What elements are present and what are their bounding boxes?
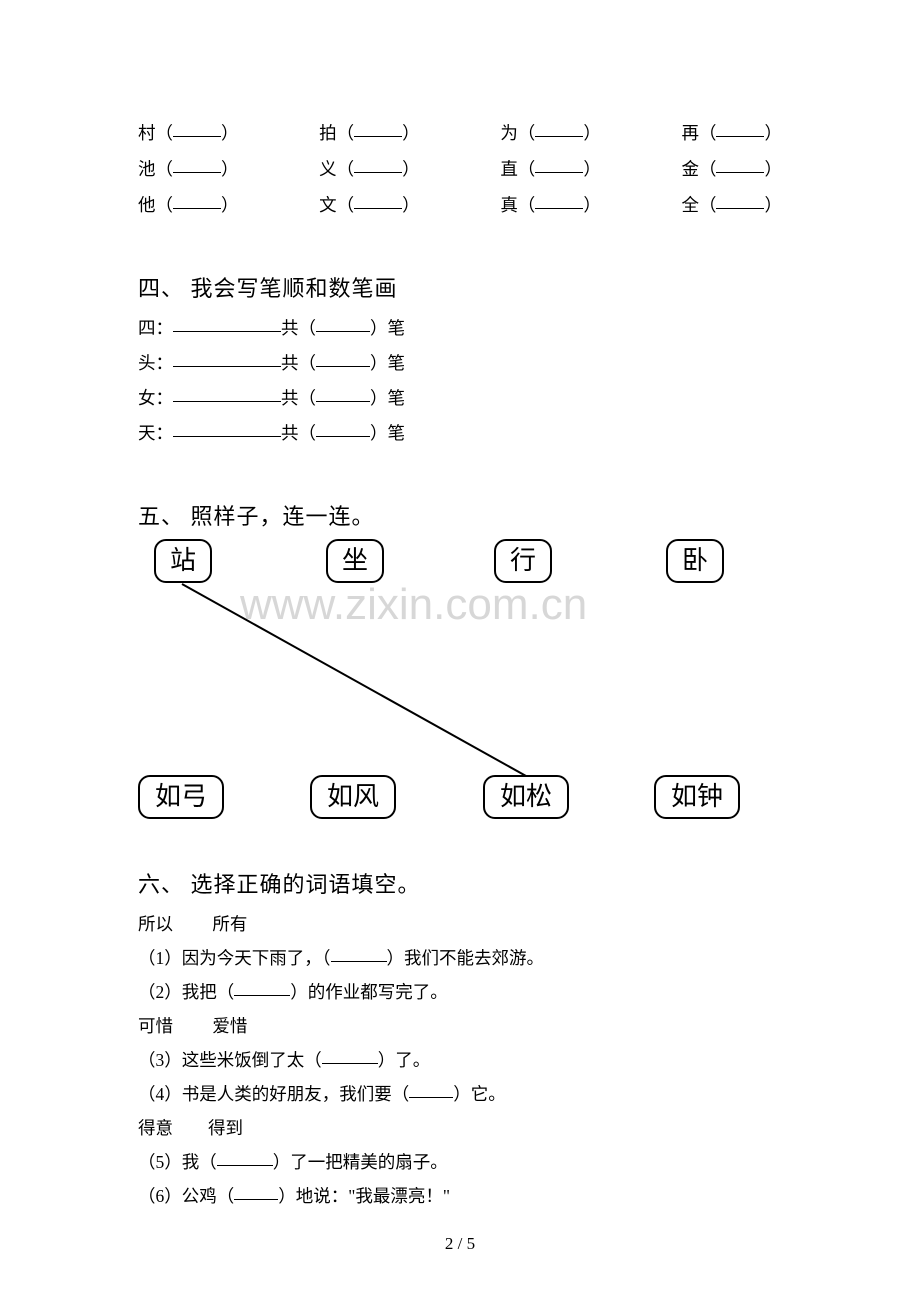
fill-blank: [322, 1048, 378, 1064]
stroke-blank: [173, 421, 281, 437]
stroke-line: 女：共（）笔: [138, 381, 782, 416]
q3-row: 池（） 义（） 直（） 金（）: [138, 151, 782, 187]
char-blank-item: 为（）: [500, 115, 601, 151]
fill-blank: [173, 157, 221, 173]
q3-row: 他（） 文（） 真（） 全（）: [138, 187, 782, 223]
match-bottom-box: 如弓: [138, 775, 224, 819]
char-blank-item: 文（）: [319, 187, 420, 223]
char-blank-item: 义（）: [319, 151, 420, 187]
char-blank-item: 拍（）: [319, 115, 420, 151]
match-top-box: 坐: [326, 539, 384, 583]
q6-sentence: （4）书是人类的好朋友，我们要（）它。: [138, 1077, 782, 1111]
page-number: 2 / 5: [0, 1234, 920, 1254]
count-blank: [316, 386, 370, 402]
stroke-blank: [173, 316, 281, 332]
fill-blank: [535, 121, 583, 137]
stroke-blank: [173, 351, 281, 367]
char-blank-item: 他（）: [138, 187, 239, 223]
fill-blank: [354, 121, 402, 137]
match-bottom-box: 如风: [310, 775, 396, 819]
q6-sentence: （5）我（）了一把精美的扇子。: [138, 1145, 782, 1179]
fill-blank: [716, 193, 764, 209]
stroke-line: 头：共（）笔: [138, 346, 782, 381]
count-blank: [316, 351, 370, 367]
fill-blank: [234, 1184, 278, 1200]
fill-blank: [173, 193, 221, 209]
q3-row: 村（） 拍（） 为（） 再（）: [138, 115, 782, 151]
char-blank-item: 直（）: [500, 151, 601, 187]
char-blank-item: 再（）: [681, 115, 782, 151]
stroke-blank: [173, 386, 281, 402]
count-blank: [316, 316, 370, 332]
fill-blank: [409, 1082, 453, 1098]
q6-title: 六、 选择正确的词语填空。: [138, 867, 782, 899]
q3-rows: 村（） 拍（） 为（） 再（） 池（） 义（） 直（） 金（） 他（） 文（） 真（） 全（）: [138, 115, 782, 223]
match-top-box: 卧: [666, 539, 724, 583]
q4-title: 四、 我会写笔顺和数笔画: [138, 271, 782, 303]
q6-sentence: （1）因为今天下雨了，（）我们不能去郊游。: [138, 941, 782, 975]
q5-title: 五、 照样子，连一连。: [138, 499, 782, 531]
fill-blank: [331, 946, 387, 962]
char-blank-item: 全（）: [681, 187, 782, 223]
fill-blank: [234, 980, 290, 996]
fill-blank: [217, 1150, 273, 1166]
fill-blank: [354, 157, 402, 173]
char-blank-item: 金（）: [681, 151, 782, 187]
stroke-line: 天：共（）笔: [138, 416, 782, 451]
match-top-box: 站: [154, 539, 212, 583]
fill-blank: [716, 121, 764, 137]
fill-blank: [535, 193, 583, 209]
q6-word-pair: 所以 所有: [138, 907, 782, 941]
fill-blank: [535, 157, 583, 173]
q6-sentence: （3）这些米饭倒了太（）了。: [138, 1043, 782, 1077]
q6-body: 所以 所有（1）因为今天下雨了，（）我们不能去郊游。（2）我把（）的作业都写完了…: [138, 907, 782, 1213]
char-blank-item: 池（）: [138, 151, 239, 187]
char-blank-item: 真（）: [500, 187, 601, 223]
char-blank-item: 村（）: [138, 115, 239, 151]
q6-word-pair: 可惜 爱惜: [138, 1009, 782, 1043]
fill-blank: [354, 193, 402, 209]
stroke-line: 四：共（）笔: [138, 311, 782, 346]
q6-word-pair: 得意 得到: [138, 1111, 782, 1145]
fill-blank: [173, 121, 221, 137]
match-line: [182, 583, 527, 777]
q6-sentence: （2）我把（）的作业都写完了。: [138, 975, 782, 1009]
match-bottom-box: 如松: [483, 775, 569, 819]
q6-sentence: （6）公鸡（）地说："我最漂亮！": [138, 1179, 782, 1213]
match-bottom-box: 如钟: [654, 775, 740, 819]
match-container: 站 坐 行 卧如弓 如风 如松 如钟: [138, 539, 782, 819]
match-top-box: 行: [494, 539, 552, 583]
q4-items: 四：共（）笔头：共（）笔女：共（）笔天：共（）笔: [138, 311, 782, 451]
fill-blank: [716, 157, 764, 173]
count-blank: [316, 421, 370, 437]
